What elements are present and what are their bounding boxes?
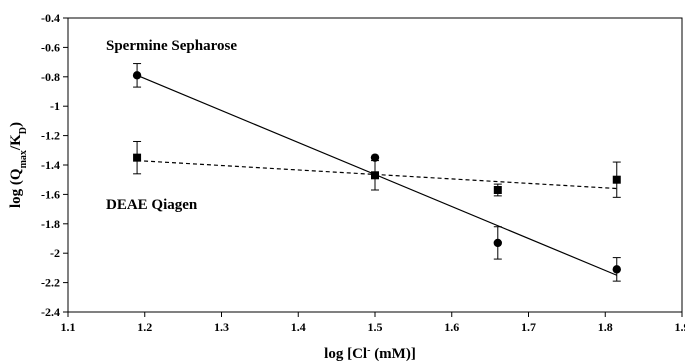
y-tick-label: -0.6 — [41, 40, 60, 54]
data-point-circle — [493, 238, 502, 248]
x-axis-title-pre: log [Cl — [324, 346, 367, 362]
x-tick-label: 1.1 — [61, 320, 76, 334]
data-point-square — [371, 171, 379, 180]
series-deae — [133, 140, 621, 198]
y-tick-label: -1.8 — [41, 217, 60, 231]
data-point-circle — [370, 153, 380, 162]
data-point-square — [612, 175, 621, 184]
y-tick-label: -2.2 — [41, 276, 60, 290]
axes — [63, 17, 683, 317]
tick-labels: 1.1 1.2 1.3 1.4 1.5 1.6 1.7 1.8 1.9 -0.4 -0.6 -0.8 -… — [41, 11, 685, 334]
x-tick-label: 1.9 — [675, 320, 685, 334]
series — [132, 63, 621, 282]
x-tick-label: 1.4 — [291, 320, 306, 334]
x-axis-title: log [Cl- (mM)] — [324, 345, 416, 363]
y-tick-label: -0.4 — [41, 11, 60, 25]
y-axis-title-mid: /K — [8, 134, 24, 151]
y-tick-label: -1.4 — [41, 158, 60, 172]
y-axis-title-pre: log (Q — [8, 168, 24, 208]
data-point-square — [493, 185, 502, 194]
x-tick-label: 1.8 — [598, 320, 613, 334]
x-axis-title-post: (mM)] — [370, 346, 415, 362]
data-point-circle — [612, 265, 621, 274]
y-tick-label: -0.8 — [41, 70, 60, 84]
y-axis-title-sub1: max — [18, 150, 29, 168]
y-tick-label: -1.2 — [41, 129, 60, 143]
data-point-square — [133, 153, 142, 162]
x-tick-label: 1.7 — [521, 320, 536, 334]
x-axis-title-sup: - — [367, 345, 370, 356]
data-point-circle — [132, 71, 142, 80]
y-axis-title-sub2: D — [18, 127, 29, 134]
y-tick-label: -1.6 — [41, 187, 60, 201]
y-tick-label: -1 — [50, 99, 60, 113]
series-label-deae: DEAE Qiagen — [106, 197, 198, 213]
x-tick-label: 1.3 — [214, 320, 229, 334]
y-axis-title: log (Qmax/KD) — [8, 122, 29, 208]
series-label-spermine: Spermine Sepharose — [106, 38, 237, 54]
y-tick-label: -2 — [50, 246, 60, 260]
x-tick-label: 1.6 — [444, 320, 459, 334]
x-tick-label: 1.5 — [368, 320, 383, 334]
y-axis-title-post: ) — [8, 122, 24, 127]
x-tick-label: 1.2 — [137, 320, 152, 334]
y-tick-label: -2.4 — [41, 305, 60, 319]
